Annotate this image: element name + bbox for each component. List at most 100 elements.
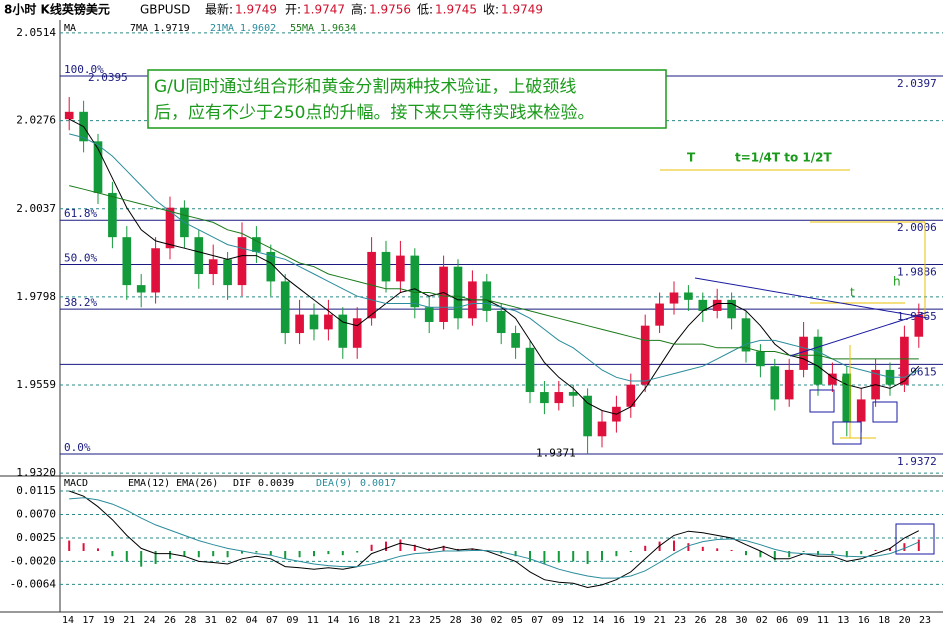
candle-body bbox=[64, 111, 74, 120]
y-tick-label: 2.0276 bbox=[16, 114, 56, 127]
candle-body bbox=[640, 325, 650, 385]
x-tick-label: 19 bbox=[103, 615, 115, 626]
annotation-box bbox=[147, 69, 667, 129]
level-price: 1.9886 bbox=[897, 265, 937, 278]
level-price: 1.9372 bbox=[897, 455, 937, 468]
y-tick-label: 1.9320 bbox=[16, 466, 56, 479]
candle-body bbox=[828, 373, 837, 385]
candle-body bbox=[396, 255, 405, 282]
x-tick-label: 09 bbox=[797, 615, 809, 626]
x-tick-label: 11 bbox=[817, 615, 829, 626]
x-tick-label: 14 bbox=[593, 615, 605, 626]
quote-value: 1.9749 bbox=[501, 3, 543, 17]
legend-value: 1.9719 bbox=[154, 23, 190, 34]
x-tick-label: 11 bbox=[307, 615, 319, 626]
x-tick-label: 30 bbox=[735, 615, 747, 626]
x-tick-label: 30 bbox=[470, 615, 482, 626]
candle-body bbox=[568, 392, 578, 396]
candle-body bbox=[684, 292, 693, 300]
annotation: 后，应有不少于250点的升幅。接下来只等待实践来检验。 bbox=[154, 103, 594, 123]
candle-body bbox=[410, 255, 420, 308]
x-tick-label: 23 bbox=[409, 615, 421, 626]
level-pct: 61.8% bbox=[64, 207, 97, 220]
candle-body bbox=[727, 299, 736, 319]
candle-body bbox=[237, 237, 247, 286]
macd-box bbox=[895, 523, 935, 555]
candle-body bbox=[151, 248, 160, 293]
quote-value: 1.9749 bbox=[235, 3, 277, 17]
x-tick-label: 04 bbox=[246, 615, 258, 626]
candle-body bbox=[381, 251, 391, 282]
x-tick-label: 21 bbox=[654, 615, 666, 626]
candle-body bbox=[813, 336, 823, 385]
x-tick-label: 09 bbox=[286, 615, 298, 626]
candle-body bbox=[208, 259, 218, 275]
candle-body bbox=[655, 303, 664, 326]
candle-body bbox=[525, 347, 535, 393]
candle-body bbox=[741, 318, 751, 352]
candle-body bbox=[784, 369, 794, 400]
candle-body bbox=[712, 299, 722, 311]
legend-name: 55MA bbox=[290, 23, 314, 34]
x-tick-label: 26 bbox=[164, 615, 176, 626]
x-tick-label: 14 bbox=[327, 615, 339, 626]
x-tick-label: 21 bbox=[123, 615, 135, 626]
level-pct: 100.0% bbox=[64, 63, 104, 76]
quote-label: 开: bbox=[285, 3, 301, 17]
shoulder-box bbox=[872, 401, 898, 423]
candle-body bbox=[496, 310, 506, 334]
candle-body bbox=[223, 259, 232, 286]
candle-body bbox=[914, 314, 924, 337]
y-tick-label: 2.0514 bbox=[16, 26, 56, 39]
x-tick-label: 07 bbox=[266, 615, 278, 626]
x-tick-label: 06 bbox=[776, 615, 788, 626]
candle-body bbox=[540, 392, 549, 404]
candle-body bbox=[669, 292, 679, 304]
ma-line bbox=[69, 133, 920, 382]
candle-body bbox=[756, 351, 765, 367]
t-rule: t=1/4T to 1/2T bbox=[735, 151, 832, 165]
dea-label: DEA(9) bbox=[316, 478, 352, 489]
quote-value: 1.9745 bbox=[435, 3, 477, 17]
candle-body bbox=[439, 266, 448, 322]
marked-high: 2.0395 bbox=[88, 71, 128, 84]
x-tick-label: 23 bbox=[674, 615, 686, 626]
x-tick-label: 13 bbox=[837, 615, 849, 626]
y-tick-label: 1.9798 bbox=[16, 290, 56, 303]
candle-body bbox=[108, 192, 117, 238]
candle-body bbox=[424, 307, 434, 322]
candle-body bbox=[583, 395, 592, 437]
x-tick-label: 25 bbox=[429, 615, 441, 626]
candle-body bbox=[453, 266, 463, 319]
x-tick-label: 02 bbox=[756, 615, 768, 626]
quote-value: 1.9747 bbox=[303, 3, 345, 17]
level-price: 2.0397 bbox=[897, 77, 937, 90]
macd-tick-label: -0.0020 bbox=[10, 554, 56, 567]
candle-body bbox=[280, 281, 290, 334]
candle-body bbox=[698, 299, 708, 311]
x-tick-label: 21 bbox=[388, 615, 400, 626]
x-tick-label: 28 bbox=[715, 615, 727, 626]
quote-value: 1.9756 bbox=[369, 3, 411, 17]
candle-body bbox=[900, 336, 909, 385]
x-tick-label: 05 bbox=[511, 615, 523, 626]
candle-body bbox=[122, 237, 132, 286]
candle-body bbox=[770, 366, 780, 400]
candle-body bbox=[295, 314, 304, 334]
candle-body bbox=[511, 333, 520, 348]
candle-body bbox=[165, 207, 175, 249]
x-tick-label: 26 bbox=[695, 615, 707, 626]
quote-label: 收: bbox=[483, 3, 499, 17]
neckline bbox=[789, 311, 929, 357]
pattern-label: h bbox=[893, 275, 901, 289]
candle-body bbox=[136, 285, 146, 293]
annotation: G/U同时通过组合形和黄金分割两种技术验证，上破颈线 bbox=[154, 77, 576, 97]
shoulder-box bbox=[809, 389, 835, 413]
head-box bbox=[832, 421, 862, 445]
x-tick-label: 23 bbox=[919, 615, 931, 626]
candle-body bbox=[856, 399, 866, 422]
macd-params: EMA(12) EMA(26) bbox=[128, 478, 218, 489]
legend-value: 1.9602 bbox=[240, 23, 276, 34]
candle-body bbox=[324, 314, 333, 330]
candle-body bbox=[194, 237, 204, 275]
